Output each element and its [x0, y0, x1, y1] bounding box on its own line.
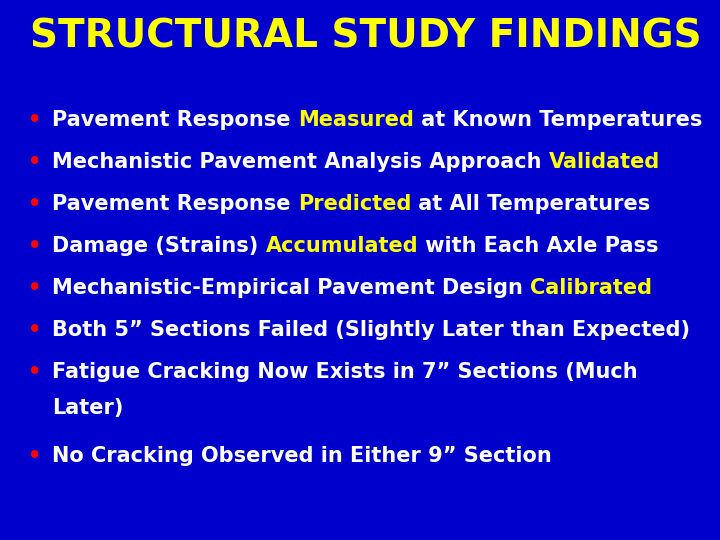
Text: Mechanistic Pavement Analysis Approach: Mechanistic Pavement Analysis Approach: [52, 152, 549, 172]
Text: •: •: [28, 194, 41, 214]
Text: at Known Temperatures: at Known Temperatures: [413, 110, 702, 130]
Text: •: •: [28, 278, 41, 298]
Text: •: •: [28, 362, 41, 382]
Text: •: •: [28, 236, 41, 256]
Text: Both 5” Sections Failed (Slightly Later than Expected): Both 5” Sections Failed (Slightly Later …: [52, 320, 690, 340]
Text: No Cracking Observed in Either 9” Section: No Cracking Observed in Either 9” Sectio…: [52, 446, 552, 466]
Text: Validated: Validated: [549, 152, 660, 172]
Text: •: •: [28, 110, 41, 130]
Text: STRUCTURAL STUDY FINDINGS: STRUCTURAL STUDY FINDINGS: [30, 18, 701, 56]
Text: •: •: [28, 446, 41, 466]
Text: Damage (Strains): Damage (Strains): [52, 236, 266, 256]
Text: Pavement Response: Pavement Response: [52, 194, 298, 214]
Text: Pavement Response: Pavement Response: [52, 110, 298, 130]
Text: Mechanistic-Empirical Pavement Design: Mechanistic-Empirical Pavement Design: [52, 278, 530, 298]
Text: Fatigue Cracking Now Exists in 7” Sections (Much: Fatigue Cracking Now Exists in 7” Sectio…: [52, 362, 638, 382]
Text: Predicted: Predicted: [298, 194, 411, 214]
Text: •: •: [28, 152, 41, 172]
Text: •: •: [28, 320, 41, 340]
Text: Later): Later): [52, 397, 123, 418]
Text: at All Temperatures: at All Temperatures: [411, 194, 650, 214]
Text: with Each Axle Pass: with Each Axle Pass: [418, 236, 659, 256]
Text: Calibrated: Calibrated: [530, 278, 652, 298]
Text: Accumulated: Accumulated: [266, 236, 418, 256]
Text: Measured: Measured: [298, 110, 413, 130]
